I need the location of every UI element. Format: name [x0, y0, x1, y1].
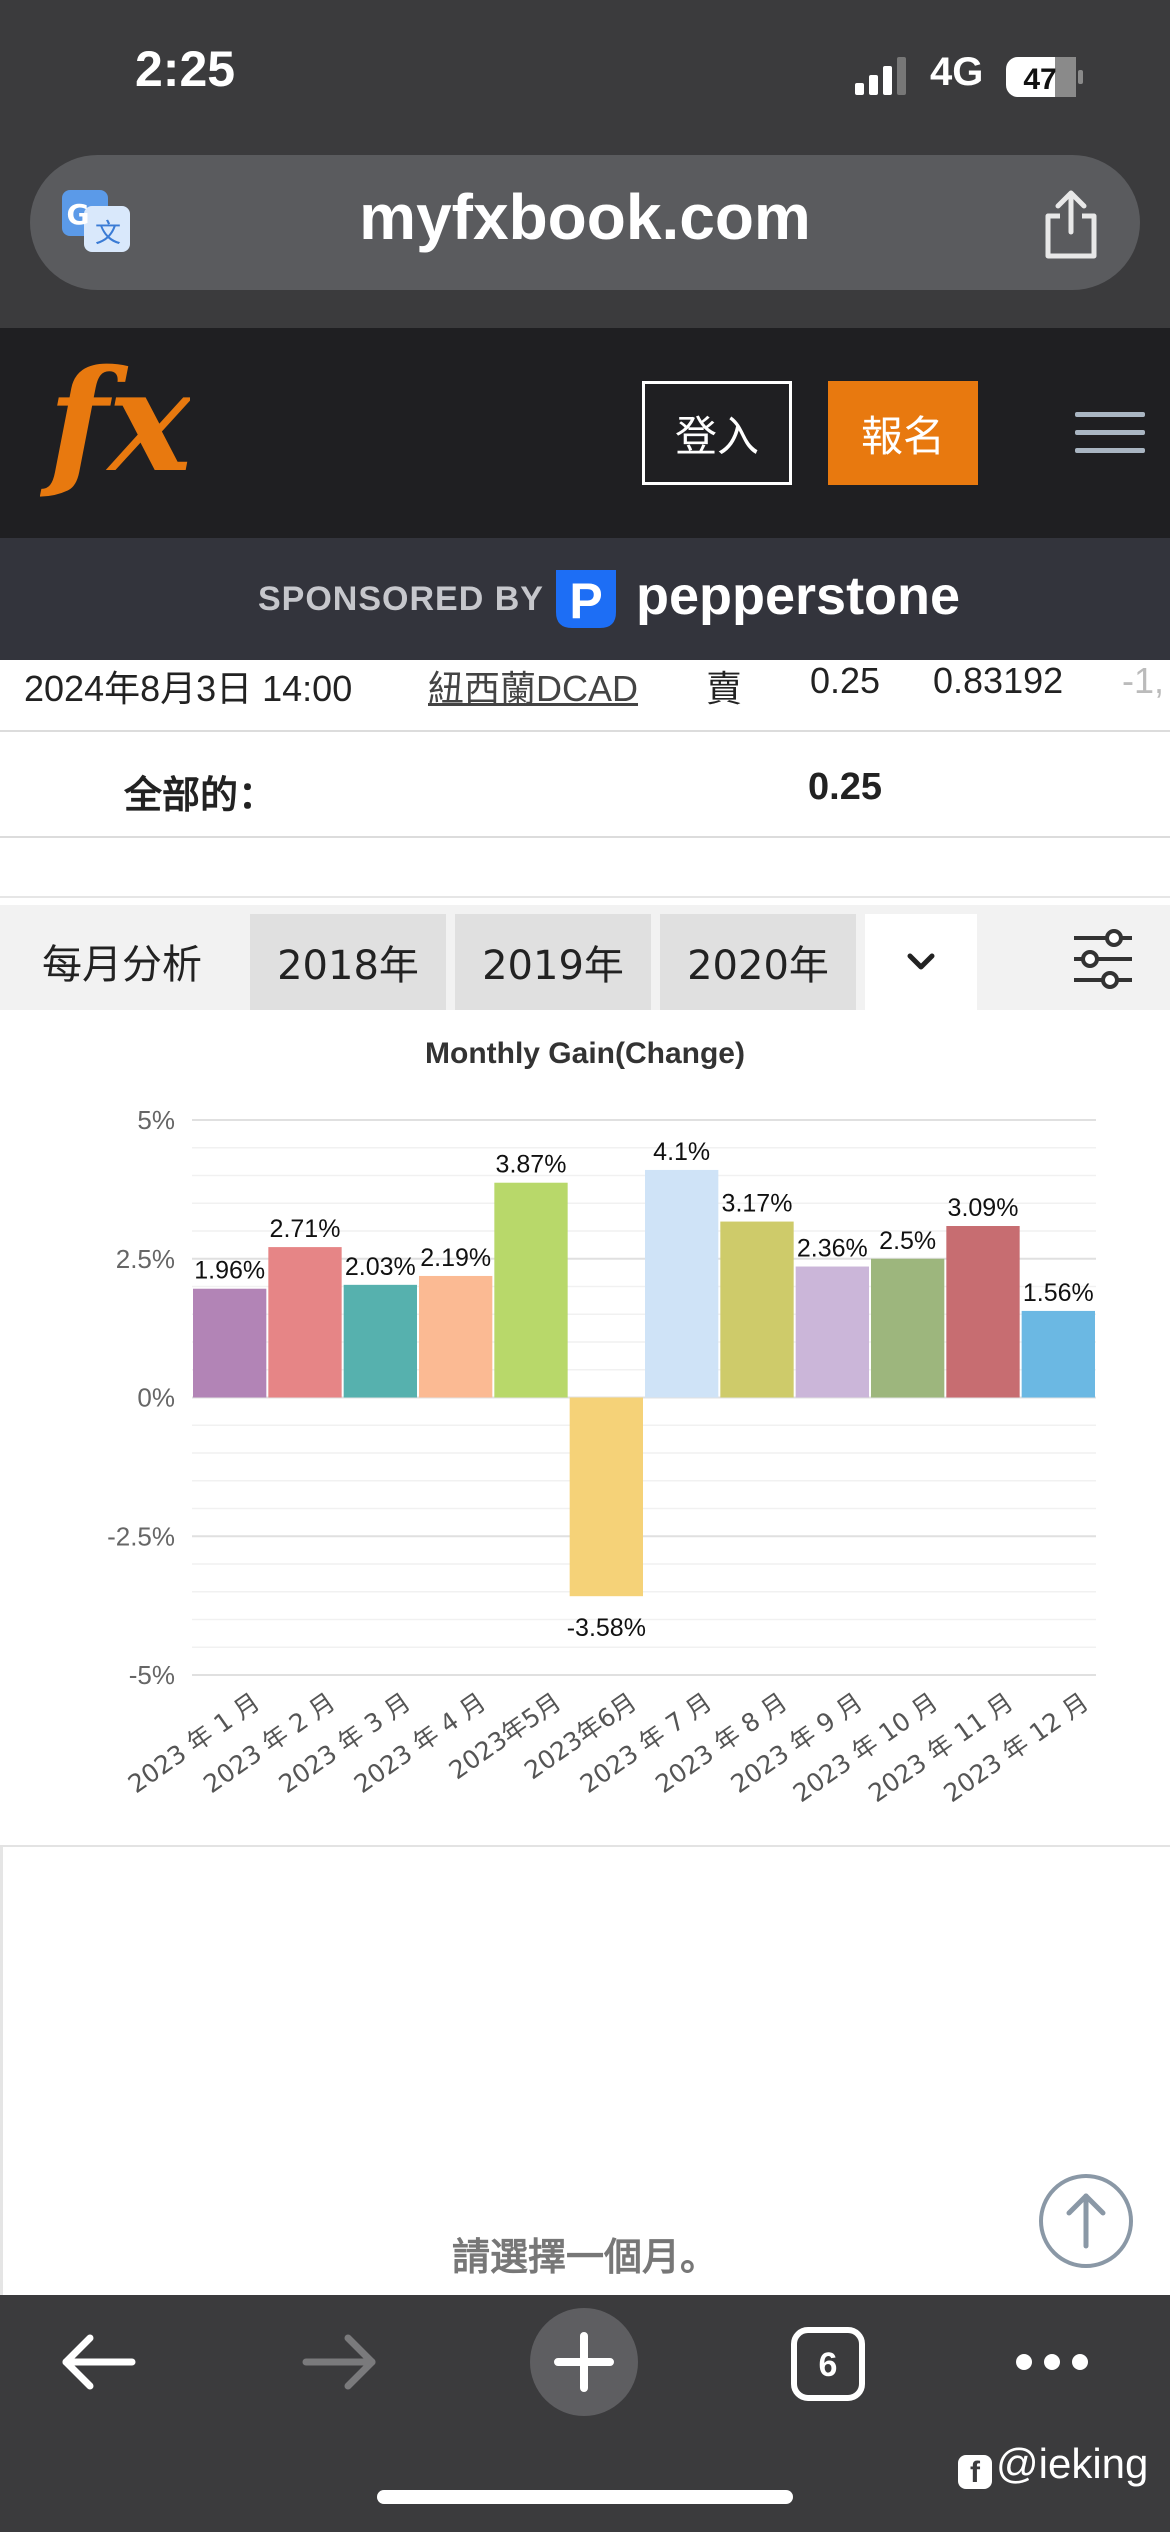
tab-switcher-icon[interactable]: 6: [790, 2326, 866, 2402]
watermark: f @ieking: [958, 2440, 1148, 2489]
data-label: 3.09%: [948, 1194, 1019, 1222]
translate-icon[interactable]: G 文: [62, 188, 132, 254]
more-years-dropdown[interactable]: [865, 914, 977, 1010]
trade-action: 賣: [706, 668, 743, 709]
chart-bar: [946, 1226, 1020, 1398]
row-divider: [0, 836, 1170, 838]
total-label: 全部的：: [124, 775, 277, 817]
chart-bar: [871, 1258, 945, 1398]
data-label: 1.56%: [1023, 1279, 1094, 1307]
data-label: 3.17%: [722, 1190, 793, 1218]
sponsor-brand[interactable]: pepperstone: [636, 566, 961, 626]
chart-bar: [569, 1397, 643, 1597]
data-label: -3.58%: [567, 1614, 646, 1642]
trade-price: 0.83192: [933, 660, 1064, 701]
trade-row: 2024年8月3日 14:00 紐西蘭DCAD 賣 0.25 0.83192 -…: [0, 660, 1170, 732]
filter-settings-icon[interactable]: [1072, 928, 1134, 990]
url-text[interactable]: myfxbook.com: [359, 181, 811, 253]
data-label: 2.5%: [879, 1227, 936, 1255]
svg-text:文: 文: [95, 219, 121, 249]
network-type: 4G: [930, 50, 984, 94]
trade-lots: 0.25: [810, 660, 881, 701]
select-month-prompt: 請選擇一個月。: [451, 2235, 718, 2279]
new-tab-plus-icon[interactable]: [530, 2308, 638, 2416]
sponsor-label: SPONSORED BY: [258, 580, 544, 618]
monthly-analysis-label: 每月分析: [42, 942, 202, 988]
svg-text:G: G: [67, 198, 90, 231]
month-detail-panel: [0, 1847, 1170, 2295]
signup-button[interactable]: 報名: [828, 381, 978, 485]
row-divider: [0, 896, 1170, 898]
chart-bar: [193, 1288, 267, 1398]
forward-arrow-icon[interactable]: [300, 2330, 380, 2394]
tab-2020[interactable]: 2020年: [660, 914, 856, 1010]
row-divider: [0, 730, 1170, 732]
chart-bar: [1021, 1310, 1095, 1398]
tab-2018[interactable]: 2018年: [250, 914, 446, 1010]
status-bar: [0, 0, 1170, 150]
tab-2019[interactable]: 2019年: [455, 914, 651, 1010]
chart-bar: [720, 1221, 794, 1398]
y-tick-label: -2.5%: [107, 1521, 175, 1551]
login-button[interactable]: 登入: [642, 381, 792, 485]
watermark-text: @ieking: [996, 2440, 1149, 2487]
y-tick-label: -5%: [129, 1660, 175, 1690]
chart-divider: [0, 1845, 1170, 1847]
trade-date: 2024年8月3日 14:00: [24, 668, 353, 709]
trade-symbol-link[interactable]: 紐西蘭DCAD: [428, 668, 639, 709]
data-label: 2.36%: [797, 1235, 868, 1263]
chevron-down-icon: [907, 953, 935, 970]
total-value: 0.25: [808, 766, 882, 808]
y-tick-label: 0%: [137, 1383, 175, 1413]
y-tick-label: 2.5%: [116, 1244, 175, 1274]
monthly-gain-chart: Monthly Gain(Change) 5% 2.5% 0% -2.5% -5% 1.…: [107, 1037, 1096, 1808]
share-icon[interactable]: [1036, 188, 1106, 260]
scroll-to-top-button[interactable]: [1037, 2172, 1135, 2270]
address-bar[interactable]: [30, 155, 1140, 290]
trade-extra: -1,: [1122, 660, 1165, 701]
chart-bar: [645, 1169, 719, 1398]
battery-icon: 47: [1006, 57, 1083, 97]
signal-icon: [855, 57, 906, 95]
home-indicator: [377, 2490, 793, 2504]
data-label: 2.03%: [345, 1253, 416, 1281]
data-label: 4.1%: [653, 1138, 710, 1166]
battery-level: 47: [1023, 63, 1056, 96]
pepperstone-logo-icon[interactable]: P: [546, 562, 626, 634]
tab-count: 6: [819, 2346, 838, 2384]
chart-bar: [268, 1247, 342, 1398]
facebook-icon: f: [958, 2455, 992, 2489]
more-menu-icon[interactable]: [1012, 2350, 1092, 2374]
chart-bar: [419, 1275, 493, 1398]
chart-bar: [494, 1182, 568, 1398]
data-label: 2.19%: [420, 1244, 491, 1272]
svg-text:P: P: [569, 573, 602, 629]
y-tick-label: 5%: [137, 1105, 175, 1135]
fx-logo[interactable]: fx: [40, 345, 190, 515]
data-label: 2.71%: [270, 1215, 341, 1243]
hamburger-menu-icon[interactable]: [1075, 408, 1145, 458]
svg-text:fx: fx: [40, 345, 190, 504]
chart-bar: [343, 1284, 417, 1398]
chart-title: Monthly Gain(Change): [425, 1037, 745, 1070]
chart-bar: [795, 1266, 869, 1398]
back-arrow-icon[interactable]: [58, 2330, 138, 2394]
status-time: 2:25: [135, 41, 236, 97]
data-label: 1.96%: [194, 1257, 265, 1285]
data-label: 3.87%: [496, 1151, 567, 1179]
